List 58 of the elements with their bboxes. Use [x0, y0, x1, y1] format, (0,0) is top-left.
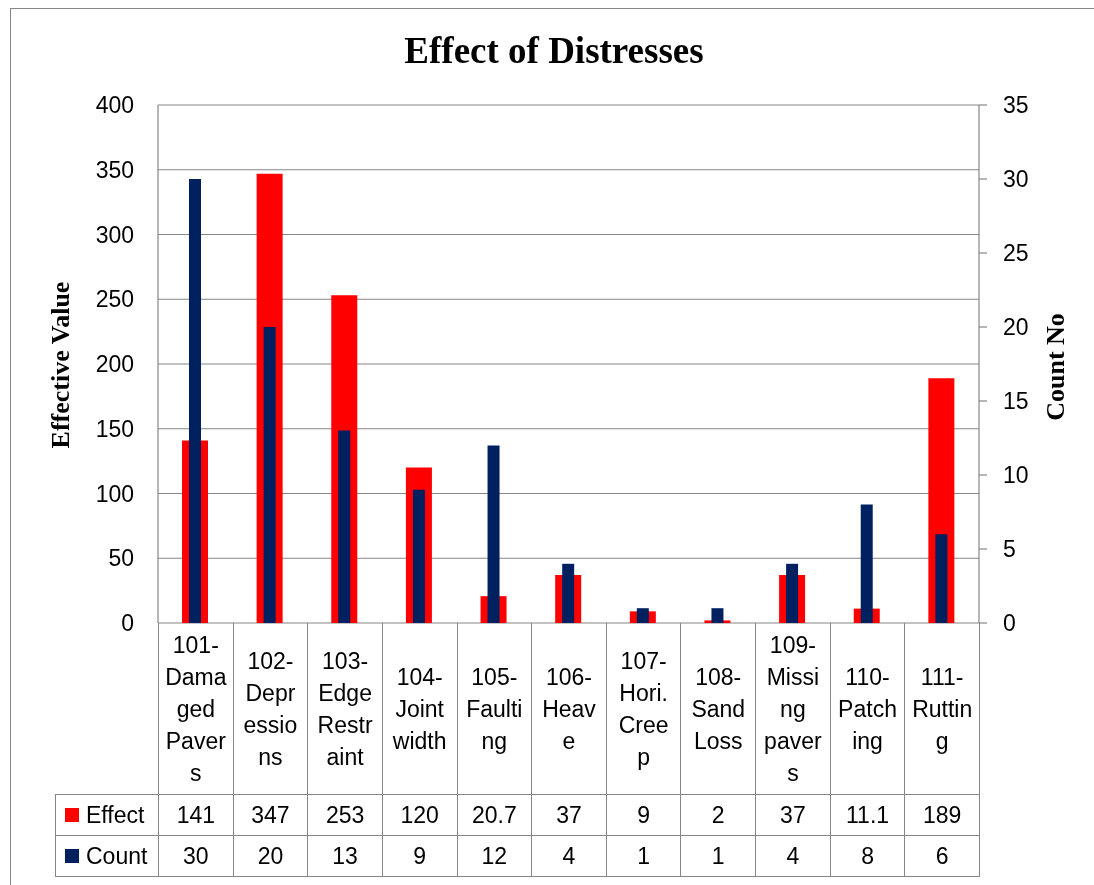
y2-axis-title: Count No: [1041, 313, 1070, 421]
data-label: 30: [183, 842, 209, 870]
x-tick-label: 107-Hori. Creep: [618, 647, 669, 770]
data-label: 347: [251, 801, 290, 829]
data-label: 9: [413, 842, 427, 870]
x-tick-label: 104-Joint width: [392, 663, 447, 754]
y2-tick-label: 25: [1003, 240, 1029, 267]
x-tick-label: 105-Faulting: [466, 663, 523, 754]
y-axis-title: Effective Value: [46, 281, 75, 449]
data-label: 12: [481, 842, 508, 870]
bar: [935, 534, 948, 623]
y2-tick-label: 10: [1003, 462, 1029, 489]
data-label: 141: [176, 801, 215, 829]
data-label: 8: [861, 842, 874, 870]
x-tick-label: 111-Rutting: [912, 663, 973, 754]
data-label: 37: [780, 801, 806, 829]
y2-tick-label: 35: [1003, 92, 1029, 119]
data-label: 120: [400, 801, 439, 829]
data-label: 1: [711, 842, 725, 870]
data-label: 189: [922, 801, 962, 829]
data-label: 37: [556, 801, 582, 829]
x-tick-label: 109-Missing pavers: [764, 631, 822, 786]
y2-tick-label: 15: [1003, 388, 1029, 415]
data-label: 20.7: [471, 801, 517, 829]
data-label: 6: [935, 842, 949, 870]
data-label: 2: [711, 801, 725, 829]
y-tick-label: 150: [95, 415, 134, 442]
y-tick-label: 200: [95, 351, 134, 378]
legend-label: Effect: [86, 801, 145, 829]
x-tick-label: 108-Sand Loss: [691, 663, 746, 754]
y-tick-label: 0: [121, 610, 134, 637]
y-tick-label: 350: [95, 156, 134, 183]
y-tick-label: 100: [95, 480, 134, 507]
y-tick-label: 250: [95, 286, 134, 313]
x-tick-label: 110-Patching: [838, 663, 897, 754]
y-tick-label: 400: [95, 92, 134, 119]
x-tick-label: 102-Depressions: [243, 647, 298, 770]
data-label: 4: [786, 842, 800, 870]
legend-label: Count: [86, 842, 148, 870]
x-tick-label: 103-Edge Restraint: [317, 647, 373, 770]
data-label: 253: [325, 801, 365, 829]
data-label: 1: [637, 842, 651, 870]
y2-tick-label: 5: [1003, 536, 1016, 563]
y2-tick-label: 20: [1003, 314, 1029, 341]
y-tick-label: 50: [108, 545, 134, 572]
x-tick-label: 106-Heave: [542, 663, 596, 754]
data-label: 20: [257, 842, 284, 870]
bar: [338, 430, 351, 623]
data-label: 13: [332, 842, 358, 870]
y-tick-label: 300: [95, 221, 134, 248]
data-label: 11.1: [846, 801, 890, 829]
y2-tick-label: 0: [1003, 610, 1016, 637]
data-label: 9: [637, 801, 651, 829]
chart-title: Effect of Distresses: [404, 30, 704, 71]
y2-tick-label: 30: [1003, 166, 1029, 193]
x-tick-label: 101-Damaged Pavers: [165, 631, 227, 786]
data-label: 4: [562, 842, 576, 870]
bar: [263, 327, 276, 623]
